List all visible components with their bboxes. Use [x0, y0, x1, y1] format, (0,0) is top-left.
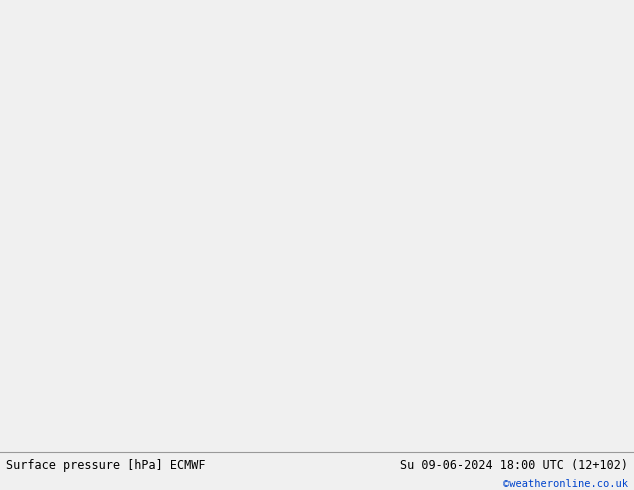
Text: ©weatheronline.co.uk: ©weatheronline.co.uk	[503, 479, 628, 489]
Text: Su 09-06-2024 18:00 UTC (12+102): Su 09-06-2024 18:00 UTC (12+102)	[399, 459, 628, 471]
Text: Surface pressure [hPa] ECMWF: Surface pressure [hPa] ECMWF	[6, 459, 206, 471]
